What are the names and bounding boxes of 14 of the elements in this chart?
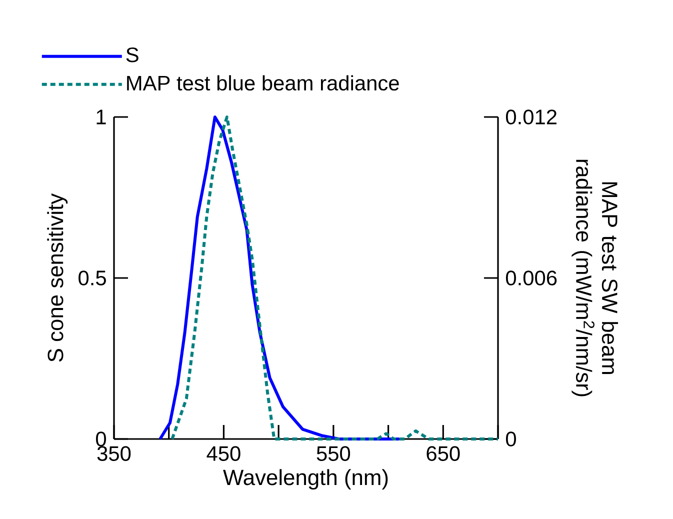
x-tick-label: 450 xyxy=(206,446,240,461)
y2-tick-label: 0.006 xyxy=(506,270,557,286)
legend-label: S xyxy=(126,47,138,62)
x-tick-label: 550 xyxy=(316,446,350,461)
x-axis-title: Wavelength (nm) xyxy=(223,469,388,490)
y-tick-label: 0.5 xyxy=(78,270,106,286)
y-axis-title: S cone sensitivity xyxy=(47,193,68,362)
y-tick-label: 1 xyxy=(96,110,106,124)
legend-label: MAP test blue beam radiance xyxy=(127,75,399,91)
y2-tick-label: 0.012 xyxy=(506,110,556,124)
x-tick-label: 650 xyxy=(426,446,460,461)
x-tick-label: 350 xyxy=(97,446,131,461)
y2-tick-label: 0 xyxy=(506,432,516,446)
y-tick-label: 0 xyxy=(96,432,106,446)
